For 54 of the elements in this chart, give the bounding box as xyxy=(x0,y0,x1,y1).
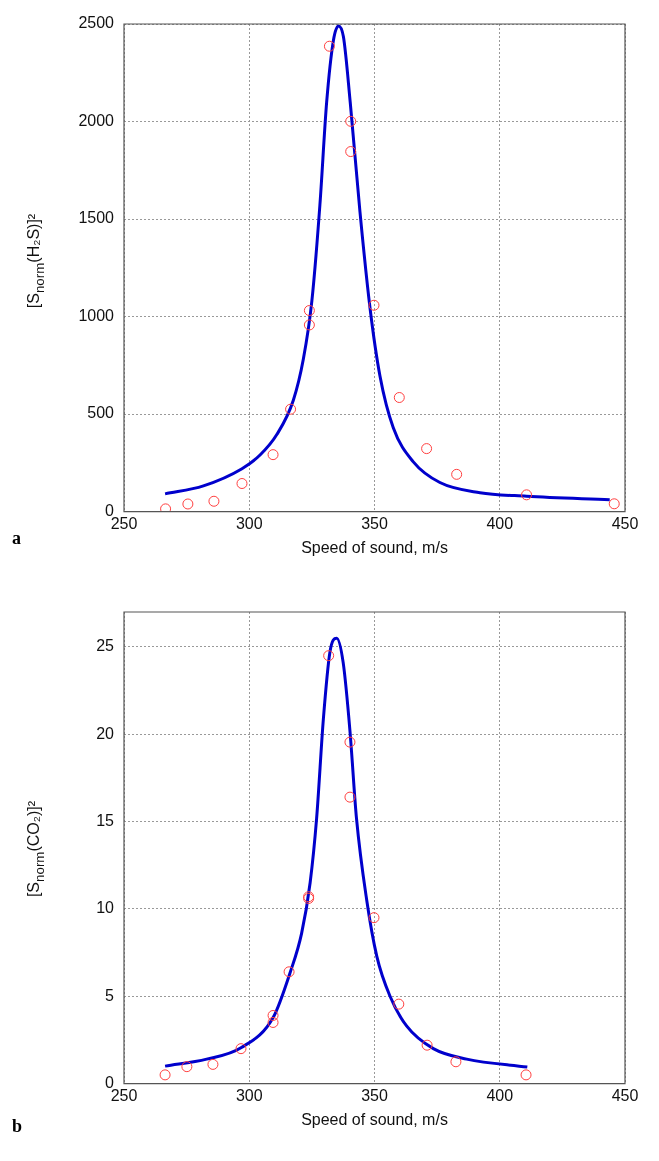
point xyxy=(520,1069,532,1081)
point xyxy=(450,1056,462,1068)
y-tick-label: 500 xyxy=(87,404,115,422)
point xyxy=(323,650,335,662)
point xyxy=(608,498,620,510)
y-tick-label: 5 xyxy=(105,986,115,1004)
y-tick-label: 10 xyxy=(96,899,115,917)
point xyxy=(285,403,297,415)
y-tick-label: 1000 xyxy=(78,306,115,324)
y-tick-label: 25 xyxy=(96,637,115,655)
x-tick-label: 300 xyxy=(235,514,263,532)
point xyxy=(521,489,533,501)
y-tick-label: 1500 xyxy=(78,209,115,227)
point xyxy=(393,392,405,403)
x-tick-label: 450 xyxy=(611,514,639,532)
point xyxy=(421,443,433,455)
point xyxy=(303,319,315,331)
point xyxy=(421,1039,433,1051)
y-tick-label: 2500 xyxy=(78,14,115,32)
point xyxy=(283,966,295,978)
point xyxy=(267,449,279,461)
point xyxy=(368,912,380,924)
x-tick-label: 300 xyxy=(235,1086,263,1104)
text: a xyxy=(12,528,21,549)
point xyxy=(208,495,220,507)
point xyxy=(303,305,315,317)
point xyxy=(323,40,335,52)
point xyxy=(345,115,357,127)
x-tick-label: 400 xyxy=(486,1086,514,1104)
point xyxy=(344,791,356,803)
point xyxy=(207,1058,219,1070)
point xyxy=(159,1069,171,1081)
x-tick-label: 350 xyxy=(361,1086,388,1104)
y-tick-label: 15 xyxy=(96,812,115,830)
y-tick-label: 20 xyxy=(96,724,115,742)
point xyxy=(451,468,463,480)
point xyxy=(267,1009,279,1021)
x-tick-label: 450 xyxy=(611,1086,639,1104)
point xyxy=(236,478,248,490)
text: b xyxy=(12,1116,23,1137)
point xyxy=(182,498,194,510)
point xyxy=(368,299,380,311)
point xyxy=(267,1016,279,1028)
y-tick-label: 2000 xyxy=(78,111,115,129)
point xyxy=(160,503,172,512)
x-tick-label: 400 xyxy=(486,514,514,532)
point xyxy=(393,998,405,1010)
point xyxy=(181,1061,193,1073)
x-axis-title: Speed of sound, m/s xyxy=(301,1110,448,1128)
x-axis-title: Speed of sound, m/s xyxy=(301,538,448,556)
point xyxy=(345,146,357,158)
point xyxy=(235,1043,247,1055)
point xyxy=(344,736,356,748)
x-tick-label: 350 xyxy=(361,514,388,532)
